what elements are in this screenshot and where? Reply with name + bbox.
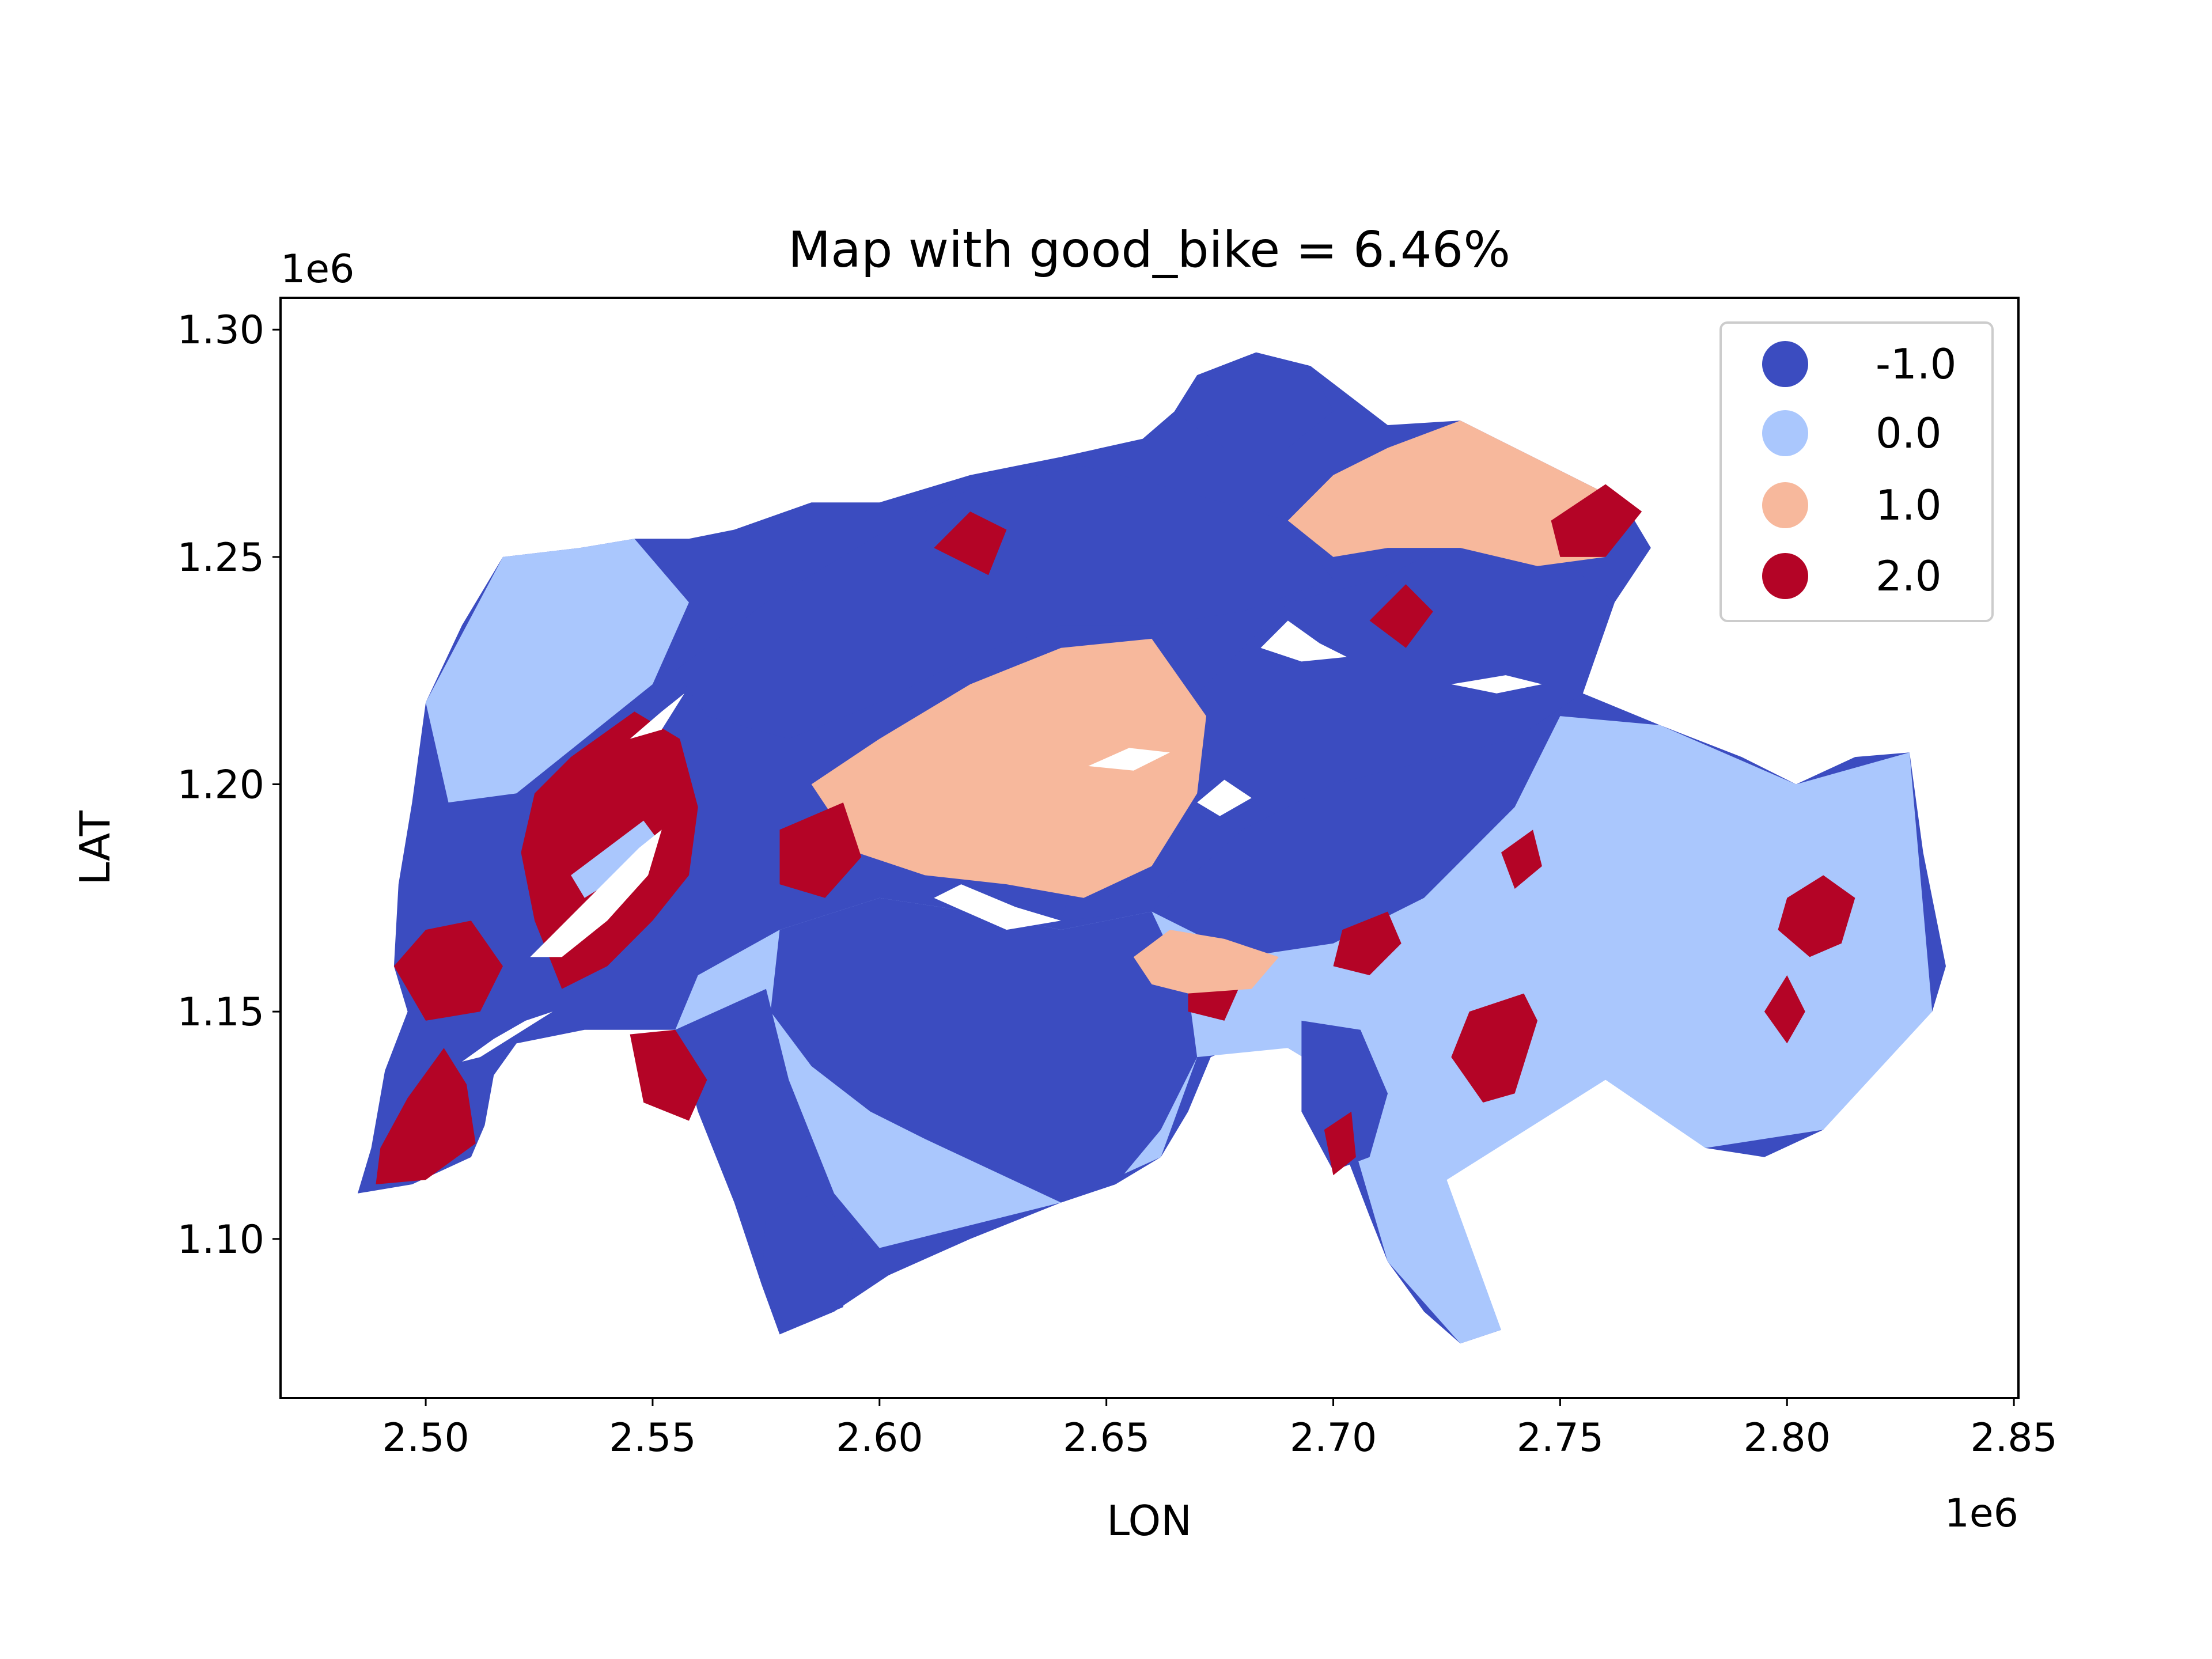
region-0 — [376, 1048, 476, 1184]
y-tick-label-3: 1.25 — [177, 535, 264, 581]
y-axis-label: LAT — [71, 810, 119, 885]
region-26 — [1501, 830, 1542, 889]
region-14 — [934, 512, 1007, 575]
legend-box — [1719, 321, 1994, 622]
x-tick-label-1: 2.55 — [609, 1415, 696, 1461]
legend-marker-1 — [1762, 482, 1808, 528]
legend-label-neg1: -1.0 — [1876, 340, 1956, 388]
x-tick-label-6: 2.80 — [1744, 1415, 1831, 1461]
region-15 — [1287, 421, 1624, 566]
x-offset-text: 1e6 — [1945, 1491, 2018, 1536]
region-20 — [1451, 993, 1537, 1103]
y-tick-label-0: 1.10 — [177, 1217, 264, 1263]
legend-marker-neg1 — [1762, 341, 1808, 387]
legend-label-2: 2.0 — [1876, 552, 1942, 600]
y-tick-label-1: 1.15 — [177, 990, 264, 1035]
legend-label-1: 1.0 — [1876, 481, 1942, 529]
y-axis: 1.10 1.15 1.20 1.25 1.30 — [177, 308, 281, 1263]
region-11 — [393, 921, 503, 1021]
region-4 — [1301, 1020, 1388, 1171]
region-10 — [571, 820, 657, 898]
x-tick-label-3: 2.65 — [1063, 1415, 1150, 1461]
legend-marker-0 — [1762, 410, 1808, 456]
region-18 — [1369, 584, 1433, 648]
region-5 — [1060, 534, 1615, 921]
region-12 — [630, 1029, 707, 1121]
region-8 — [426, 539, 689, 803]
region-17 — [1551, 484, 1642, 557]
region-2 — [770, 897, 1198, 1203]
x-tick-label-4: 2.70 — [1290, 1415, 1377, 1461]
x-tick-label-5: 2.75 — [1517, 1415, 1604, 1461]
y-tick-label-2: 1.20 — [177, 763, 264, 808]
y-offset-text: 1e6 — [281, 247, 354, 292]
lake-4 — [1260, 620, 1347, 662]
region-21 — [1333, 911, 1402, 975]
lake-2 — [630, 693, 685, 739]
region-6 — [811, 638, 1206, 898]
lake-1 — [462, 1012, 553, 1062]
legend-label-0: 0.0 — [1876, 409, 1942, 457]
lake-5 — [1451, 675, 1542, 694]
region-24 — [1764, 975, 1805, 1044]
lake-7 — [1197, 779, 1252, 816]
region-7 — [675, 466, 1334, 739]
map-layer — [357, 352, 1946, 1344]
region-16 — [1174, 352, 1334, 448]
x-axis-label: LON — [1107, 1497, 1192, 1545]
lake-6 — [1088, 748, 1170, 771]
region-25 — [1324, 1111, 1356, 1176]
chart-title: Map with good_bike = 6.46% — [788, 221, 1510, 279]
legend-marker-2 — [1762, 553, 1808, 599]
legend: -1.0 0.0 1.0 2.0 — [1719, 321, 1994, 622]
lake-0 — [530, 830, 662, 957]
region-19 — [1778, 875, 1855, 957]
region-3 — [762, 1193, 853, 1330]
y-tick-label-4: 1.30 — [177, 308, 264, 353]
region-13 — [779, 802, 862, 898]
x-tick-label-0: 2.50 — [382, 1415, 469, 1461]
x-tick-label-7: 2.85 — [1970, 1415, 2057, 1461]
x-tick-label-2: 2.60 — [836, 1415, 923, 1461]
x-axis: 2.50 2.55 2.60 2.65 2.70 2.75 2.80 2.85 — [382, 1398, 2058, 1461]
axes-frame — [279, 297, 2020, 1399]
region-23 — [1133, 930, 1279, 994]
lake-3 — [934, 884, 1061, 930]
